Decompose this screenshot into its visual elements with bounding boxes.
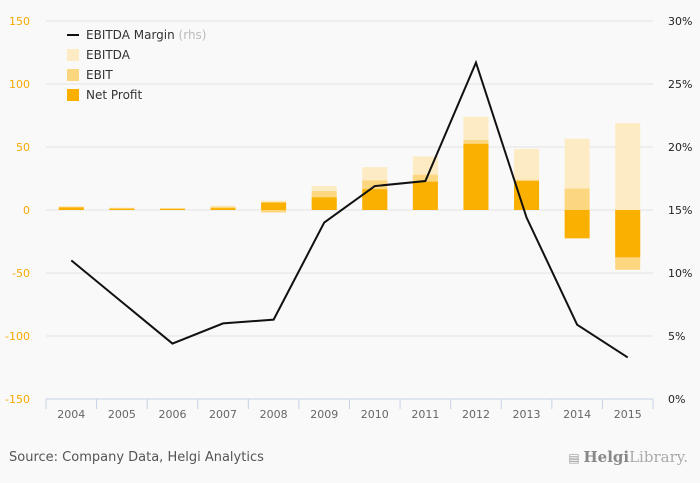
- y2-tick-label: 25%: [668, 78, 692, 91]
- y2-tick-label: 30%: [668, 15, 692, 28]
- bar-net-profit: [564, 210, 590, 239]
- legend-label: EBIT: [86, 68, 113, 82]
- y2-tick-label: 5%: [668, 330, 685, 343]
- y-tick-label: -100: [5, 330, 30, 343]
- x-tick-label: 2015: [614, 408, 642, 421]
- bar-net-profit: [412, 181, 438, 210]
- x-tick-label: 2009: [310, 408, 338, 421]
- bar-net-profit: [514, 181, 540, 210]
- axes: 150 30% 100 25% 50 20% 0 15% -50 10% -100 5% -150 0% 2…: [5, 15, 692, 421]
- legend-swatch: [67, 89, 79, 101]
- bar-ebitda: [615, 123, 641, 210]
- bar-net-profit: [463, 143, 489, 210]
- y2-tick-label: 15%: [668, 204, 692, 217]
- x-tick-label: 2007: [209, 408, 237, 421]
- library-icon: ▤: [568, 451, 579, 465]
- x-tick-label: 2014: [563, 408, 591, 421]
- x-tick-label: 2004: [57, 408, 85, 421]
- brand-logo[interactable]: ▤ HelgiLibrary.: [568, 448, 688, 466]
- x-tick-label: 2011: [411, 408, 439, 421]
- bars: [58, 116, 641, 270]
- legend-swatch: [67, 49, 79, 61]
- x-tick-label: 2006: [158, 408, 186, 421]
- y-tick-label: -150: [5, 393, 30, 406]
- x-tick-label: 2005: [108, 408, 136, 421]
- source-note: Source: Company Data, Helgi Analytics: [9, 450, 264, 465]
- y-tick-label: 0: [23, 204, 30, 217]
- brand-light: Library.: [629, 448, 688, 466]
- bar-net-profit: [261, 202, 287, 210]
- margin-line: [70, 59, 629, 359]
- legend-label: EBITDA: [86, 48, 131, 62]
- y2-tick-label: 10%: [668, 267, 692, 280]
- x-tick-label: 2012: [462, 408, 490, 421]
- bar-net-profit: [109, 208, 135, 210]
- x-tick-label: 2013: [513, 408, 541, 421]
- bar-net-profit: [58, 207, 84, 210]
- bar-ebit: [564, 188, 590, 210]
- bar-net-profit: [615, 210, 641, 258]
- bar-net-profit: [210, 208, 236, 210]
- legend-swatch: [67, 69, 79, 81]
- grid: [46, 20, 653, 337]
- legend-note: (rhs): [175, 28, 207, 42]
- y2-tick-label: 0%: [668, 393, 685, 406]
- bar-net-profit: [159, 208, 185, 210]
- x-tick-label: 2010: [361, 408, 389, 421]
- line-ebitda-margin: [70, 59, 629, 359]
- y-tick-label: 50: [16, 141, 30, 154]
- y-tick-label: -50: [12, 267, 30, 280]
- y-tick-label: 100: [9, 78, 30, 91]
- bar-net-profit: [311, 197, 337, 210]
- y-tick-label: 150: [9, 15, 30, 28]
- y2-tick-label: 20%: [668, 141, 692, 154]
- x-tick-label: 2008: [260, 408, 288, 421]
- legend-label: Net Profit: [86, 88, 142, 102]
- legend-label: EBITDA Margin (rhs): [86, 28, 207, 42]
- legend: EBITDA Margin (rhs) EBITDA EBIT Net Profit: [67, 28, 207, 102]
- bar-net-profit: [362, 189, 388, 210]
- brand-bold: Helgi: [583, 448, 630, 466]
- bar-ebit: [261, 210, 287, 213]
